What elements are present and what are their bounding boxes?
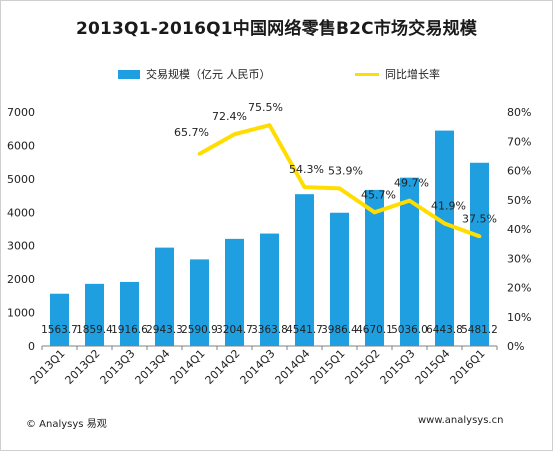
y-right-tick-label: 50%	[507, 194, 531, 207]
x-tick-label: 2013Q3	[98, 347, 138, 387]
bar-value-label: 3363.8	[251, 324, 288, 336]
bar-value-label: 2590.9	[181, 324, 218, 336]
bar-value-label: 1563.7	[41, 324, 78, 336]
x-tick-label: 2015Q1	[308, 347, 348, 387]
y-left-tick-label: 1000	[7, 307, 35, 320]
growth-value-label: 41.9%	[431, 199, 466, 212]
y-right-tick-label: 80%	[507, 106, 531, 119]
growth-value-label: 72.4%	[212, 110, 247, 123]
growth-value-label: 37.5%	[462, 212, 497, 225]
growth-point-2015Q1	[337, 186, 342, 191]
growth-point-2015Q3	[407, 198, 412, 203]
bar-2015Q4	[435, 130, 454, 346]
growth-point-2015Q4	[442, 221, 447, 226]
bar-2014Q4	[295, 194, 314, 346]
bar-value-label: 1916.6	[111, 324, 148, 336]
bar-2014Q1	[190, 259, 209, 346]
legend-line-entry: 同比增长率	[355, 66, 440, 82]
x-tick-label: 2015Q4	[413, 347, 453, 387]
x-tick-label: 2014Q2	[203, 347, 243, 387]
footer-source: © Analysys 易观	[26, 419, 107, 430]
bar-2015Q1	[330, 212, 349, 346]
bar-2016Q1	[470, 162, 489, 346]
growth-point-2014Q2	[232, 132, 237, 137]
x-tick-label: 2014Q3	[238, 347, 278, 387]
x-tick-label: 2014Q1	[168, 347, 208, 387]
bar-value-label: 5036.0	[391, 324, 428, 336]
legend-bar-label: 交易规模（亿元 人民币）	[146, 68, 271, 81]
y-left-tick-label: 2000	[7, 273, 35, 286]
y-right-tick-label: 60%	[507, 165, 531, 178]
bar-2013Q1	[50, 293, 69, 346]
growth-value-label: 49.7%	[394, 177, 429, 190]
x-tick-label: 2015Q2	[343, 347, 383, 387]
y-right-tick-label: 30%	[507, 252, 531, 265]
growth-value-label: 75.5%	[248, 101, 283, 114]
bar-value-label: 6443.8	[426, 324, 463, 336]
growth-point-2014Q3	[267, 123, 272, 127]
y-left-tick-label: 3000	[7, 240, 35, 253]
x-tick-label: 2013Q4	[133, 347, 173, 387]
legend-bar-entry: 交易规模（亿元 人民币）	[118, 66, 271, 82]
y-left-tick-label: 5000	[7, 173, 35, 186]
y-left-tick-label: 4000	[7, 206, 35, 219]
y-right-tick-label: 70%	[507, 135, 531, 148]
growth-point-2015Q2	[372, 210, 377, 215]
y-right-tick-label: 10%	[507, 311, 531, 324]
footer-url: www.analysys.cn	[418, 415, 504, 426]
bar-value-label: 1859.4	[76, 324, 113, 336]
legend-bar-swatch	[118, 69, 140, 79]
bar-2015Q3	[400, 177, 419, 346]
bar-value-label: 4670.1	[356, 324, 393, 336]
x-tick-label: 2013Q2	[63, 347, 103, 387]
y-right-tick-label: 40%	[507, 223, 531, 236]
chart-title: 2013Q1-2016Q1中国网络零售B2C市场交易规模	[75, 19, 478, 39]
bar-value-label: 5481.2	[461, 324, 498, 336]
growth-value-label: 65.7%	[174, 126, 209, 139]
bar-value-label: 4541.7	[286, 324, 323, 336]
bar-2013Q3	[120, 281, 139, 346]
bar-2013Q2	[85, 283, 104, 346]
y-left-tick-label: 0	[28, 340, 35, 353]
growth-value-label: 53.9%	[328, 164, 363, 177]
bar-value-label: 3204.7	[216, 324, 253, 336]
y-right-tick-label: 0%	[507, 340, 524, 353]
growth-point-2014Q4	[302, 185, 307, 189]
bar-2014Q2	[225, 238, 244, 346]
bar-value-label: 2943.3	[146, 324, 183, 336]
x-tick-label: 2015Q3	[378, 347, 418, 387]
x-tick-label: 2016Q1	[448, 347, 488, 387]
y-left-tick-label: 6000	[7, 139, 35, 152]
bar-value-label: 3986.4	[321, 324, 358, 336]
x-tick-label: 2014Q4	[273, 347, 313, 387]
growth-point-2016Q1	[477, 234, 482, 239]
growth-value-label: 45.7%	[361, 188, 396, 201]
bar-2014Q3	[260, 233, 279, 346]
y-left-tick-label: 7000	[7, 106, 35, 119]
legend-line-swatch	[355, 72, 379, 76]
growth-value-label: 54.3%	[289, 163, 324, 176]
growth-point-2014Q1	[197, 152, 202, 156]
y-right-tick-label: 20%	[507, 282, 531, 295]
legend-line-label: 同比增长率	[385, 68, 440, 81]
bar-2013Q4	[155, 247, 174, 346]
bar-2015Q2	[365, 189, 384, 346]
